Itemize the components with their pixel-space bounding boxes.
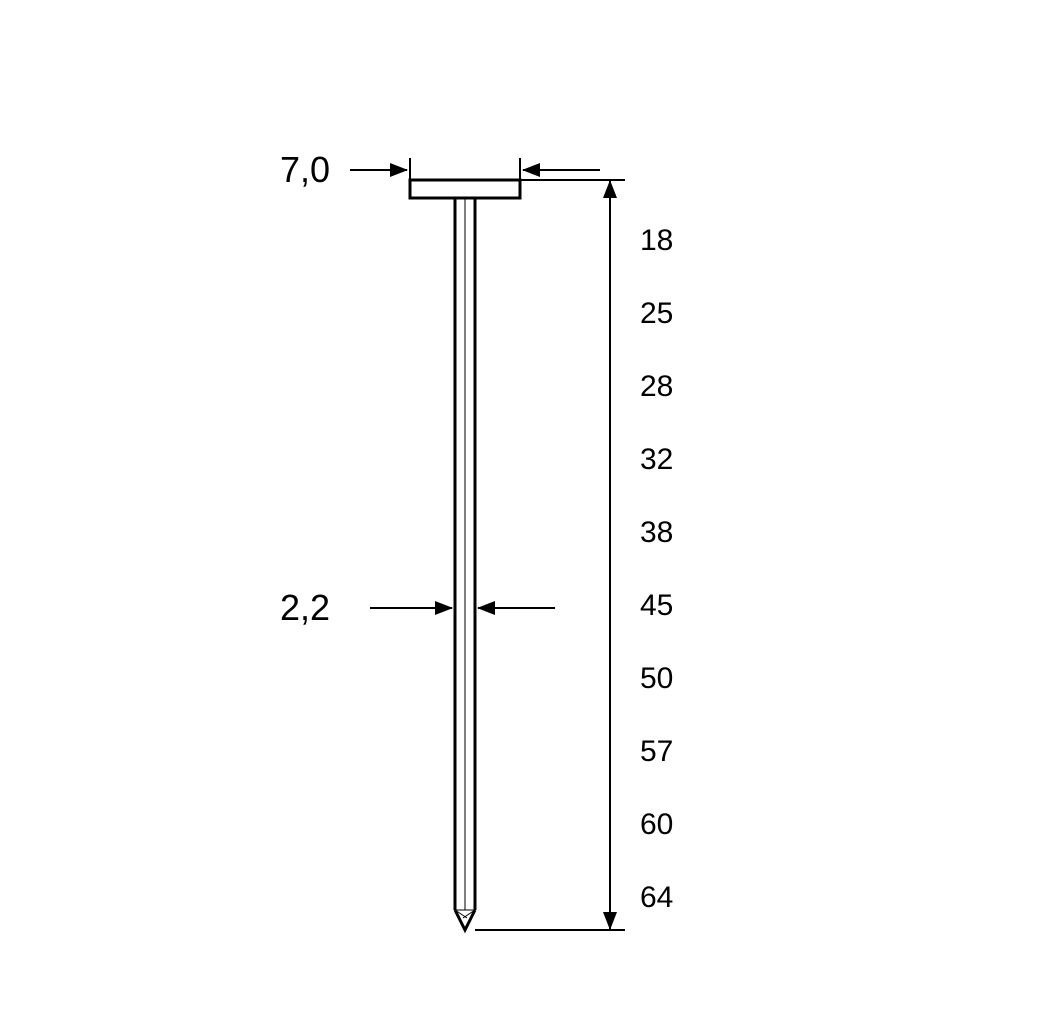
length-value: 32: [640, 443, 673, 476]
length-value: 28: [640, 370, 673, 403]
length-value: 18: [640, 224, 673, 257]
length-value: 64: [640, 881, 673, 914]
length-value: 45: [640, 589, 673, 622]
nail-head: [410, 180, 520, 198]
shank-width-label: 2,2: [280, 587, 330, 628]
length-value: 50: [640, 662, 673, 695]
nail-dimension-diagram: 7,0 2,2 18 25 28 32 38 45 50 57 60 64: [0, 0, 1042, 1024]
head-width-label: 7,0: [280, 149, 330, 190]
length-value: 57: [640, 735, 673, 768]
length-value: 25: [640, 297, 673, 330]
nail-tip: [455, 910, 475, 930]
length-value: 60: [640, 808, 673, 841]
length-value: 38: [640, 516, 673, 549]
